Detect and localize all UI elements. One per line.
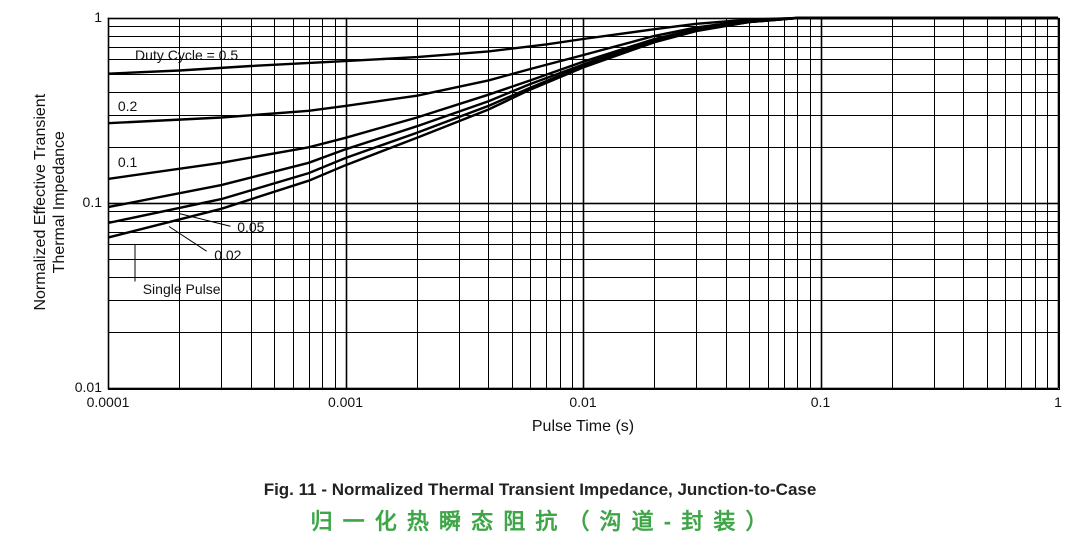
- gridline: [108, 115, 1058, 116]
- y-axis-label-line1: Normalized Effective Transient: [31, 17, 50, 387]
- x-tick-label: 0.001: [316, 394, 376, 410]
- gridline: [108, 388, 1058, 389]
- series-label-d002: 0.02: [214, 247, 241, 263]
- callout-line: [135, 245, 136, 282]
- gridline: [108, 36, 1058, 37]
- x-tick-label: 0.01: [553, 394, 613, 410]
- gridline: [1058, 18, 1059, 388]
- series-label-d020: 0.2: [118, 98, 137, 114]
- series-label-d010: 0.1: [118, 154, 137, 170]
- series-label-single: Single Pulse: [143, 281, 221, 297]
- x-tick-label: 0.0001: [78, 394, 138, 410]
- gridline: [108, 332, 1058, 333]
- gridline: [108, 26, 1058, 27]
- x-tick-label: 0.1: [791, 394, 851, 410]
- y-axis-label: Normalized Effective TransientThermal Im…: [31, 17, 69, 387]
- x-tick-label: 1: [1028, 394, 1080, 410]
- gridline: [108, 92, 1058, 93]
- figure-caption-en: Fig. 11 - Normalized Thermal Transient I…: [0, 480, 1080, 500]
- series-label-d050: Duty Cycle = 0.5: [135, 47, 238, 63]
- gridline: [108, 300, 1058, 301]
- gridline: [108, 259, 1058, 260]
- series-label-d005: 0.05: [237, 219, 264, 235]
- gridline: [108, 203, 1058, 204]
- gridline: [108, 277, 1058, 278]
- figure-caption-zh: 归 一 化 热 瞬 态 阻 抗 （ 沟 道 - 封 装 ）: [0, 504, 1080, 536]
- chart-svg: [0, 0, 1080, 543]
- gridline: [108, 74, 1058, 75]
- gridline: [108, 211, 1058, 212]
- gridline: [108, 244, 1058, 245]
- y-axis-label-line2: Thermal Impedance: [50, 17, 69, 387]
- gridline: [108, 59, 1058, 60]
- gridline: [108, 18, 1058, 19]
- x-axis-label: Pulse Time (s): [108, 418, 1058, 436]
- gridline: [108, 147, 1058, 148]
- gridline: [108, 47, 1058, 48]
